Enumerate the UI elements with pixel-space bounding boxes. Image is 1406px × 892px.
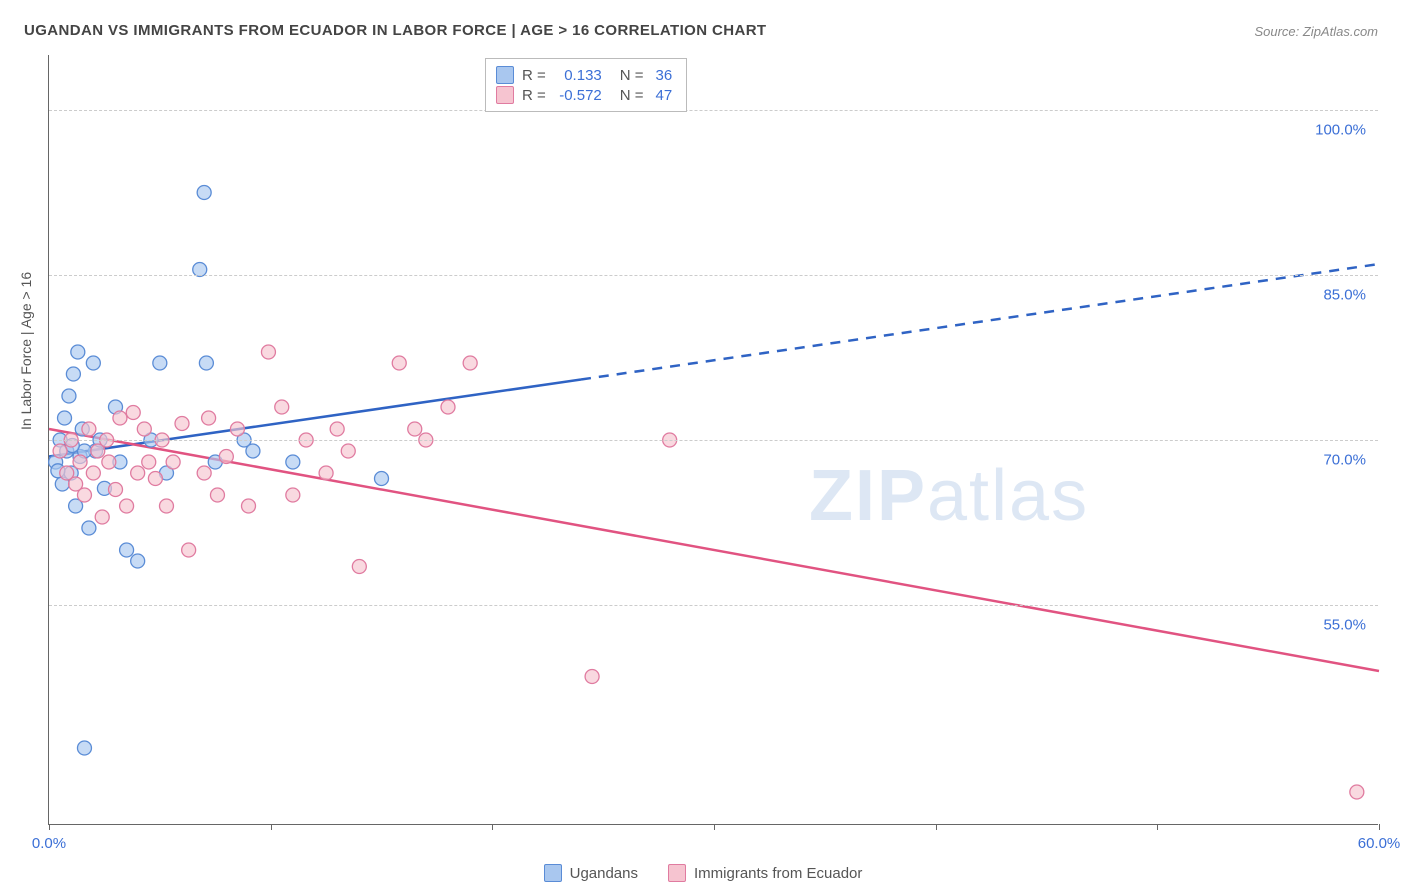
stats-row-pink: R = -0.572 N = 47 [496,85,672,105]
r-label: R = [522,67,546,84]
legend-item-pink: Immigrants from Ecuador [668,864,862,882]
point-blue [120,543,134,557]
point-blue [246,444,260,458]
point-blue [82,521,96,535]
point-pink [341,444,355,458]
legend-label-pink: Immigrants from Ecuador [694,865,862,882]
point-pink [230,422,244,436]
point-pink [319,466,333,480]
chart-container: UGANDAN VS IMMIGRANTS FROM ECUADOR IN LA… [0,0,1406,892]
point-pink [109,483,123,497]
n-label: N = [620,87,644,104]
point-pink [137,422,151,436]
point-blue [199,356,213,370]
source-label: Source: ZipAtlas.com [1254,24,1378,39]
point-blue [197,186,211,200]
y-tick-label: 70.0% [1323,452,1366,469]
r-value-blue: 0.133 [554,67,602,84]
gridline [49,110,1378,111]
point-pink [82,422,96,436]
point-pink [95,510,109,524]
gridline [49,440,1378,441]
swatch-pink [668,864,686,882]
swatch-blue [544,864,562,882]
point-pink [86,466,100,480]
n-value-blue: 36 [656,67,673,84]
x-tick [492,824,493,830]
point-blue [86,356,100,370]
point-pink [175,417,189,431]
point-blue [77,741,91,755]
point-pink [1350,785,1364,799]
y-axis-label: In Labor Force | Age > 16 [18,272,34,430]
point-pink [142,455,156,469]
gridline [49,605,1378,606]
point-pink [197,466,211,480]
point-pink [77,488,91,502]
point-pink [463,356,477,370]
point-pink [275,400,289,414]
x-tick [1157,824,1158,830]
n-value-pink: 47 [656,87,673,104]
point-pink [148,472,162,486]
point-pink [166,455,180,469]
point-pink [53,444,67,458]
r-value-pink: -0.572 [554,87,602,104]
bottom-legend: Ugandans Immigrants from Ecuador [0,864,1406,882]
trend-line-pink [49,429,1379,671]
point-blue [286,455,300,469]
point-pink [113,411,127,425]
legend-label-blue: Ugandans [570,865,638,882]
x-tick [936,824,937,830]
point-blue [58,411,72,425]
point-pink [159,499,173,513]
trend-line-blue-dash [581,264,1379,380]
x-tick-label: 0.0% [32,835,66,852]
point-pink [120,499,134,513]
point-pink [219,450,233,464]
point-blue [131,554,145,568]
point-blue [153,356,167,370]
point-pink [408,422,422,436]
point-pink [210,488,224,502]
y-tick-label: 55.0% [1323,617,1366,634]
point-blue [62,389,76,403]
point-pink [202,411,216,425]
x-tick [49,824,50,830]
stats-row-blue: R = 0.133 N = 36 [496,65,672,85]
n-label: N = [620,67,644,84]
point-pink [182,543,196,557]
point-blue [375,472,389,486]
stats-legend-box: R = 0.133 N = 36 R = -0.572 N = 47 [485,58,687,112]
point-pink [242,499,256,513]
swatch-pink [496,86,514,104]
x-tick [1379,824,1380,830]
r-label: R = [522,87,546,104]
x-tick [714,824,715,830]
point-pink [102,455,116,469]
gridline [49,275,1378,276]
x-tick-label: 60.0% [1358,835,1401,852]
plot-area: ZIPatlas 55.0%70.0%85.0%100.0%0.0%60.0% [48,55,1378,825]
x-tick [271,824,272,830]
point-pink [352,560,366,574]
point-pink [441,400,455,414]
chart-title: UGANDAN VS IMMIGRANTS FROM ECUADOR IN LA… [24,22,767,39]
point-pink [126,406,140,420]
y-tick-label: 100.0% [1315,122,1366,139]
swatch-blue [496,66,514,84]
point-pink [73,455,87,469]
point-pink [261,345,275,359]
point-blue [66,367,80,381]
point-blue [71,345,85,359]
point-pink [392,356,406,370]
point-pink [131,466,145,480]
legend-item-blue: Ugandans [544,864,638,882]
y-tick-label: 85.0% [1323,287,1366,304]
point-pink [585,670,599,684]
point-pink [286,488,300,502]
point-pink [330,422,344,436]
